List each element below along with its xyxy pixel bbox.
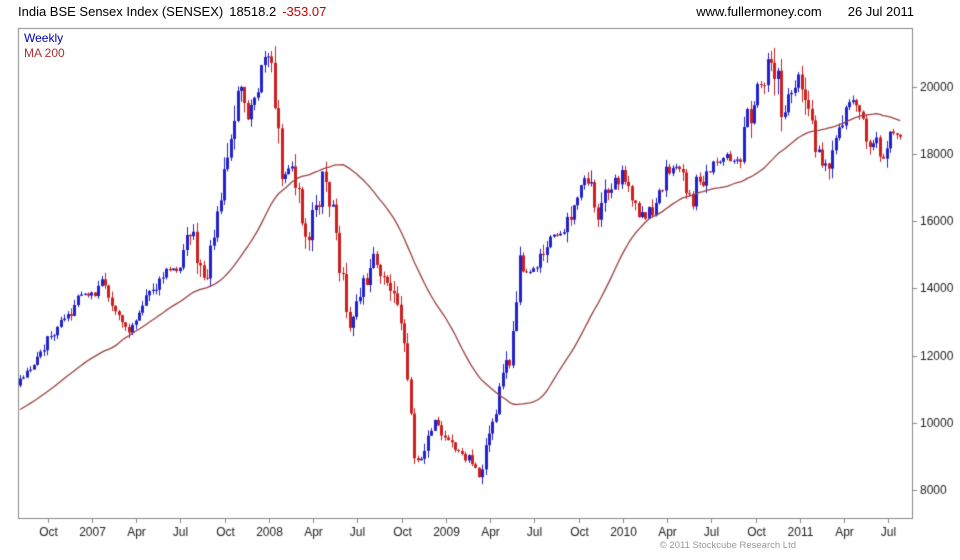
chart-header: India BSE Sensex Index (SENSEX) 18518.2 -3…: [18, 4, 326, 19]
chart-date: 26 Jul 2011: [847, 4, 914, 19]
header-right: www.fullermoney.com 26 Jul 2011: [696, 4, 914, 19]
legend-ma-label: MA 200: [24, 46, 65, 60]
chart-title: India BSE Sensex Index (SENSEX): [18, 4, 224, 19]
copyright-text: © 2011 Stockcube Research Ltd: [659, 540, 796, 551]
legend-weekly-label: Weekly: [24, 31, 64, 45]
last-price: 18518.2: [229, 4, 277, 19]
website-link[interactable]: www.fullermoney.com: [696, 4, 822, 19]
chart-legend: Weekly MA 200: [24, 31, 65, 61]
price-change: -353.07: [282, 4, 327, 19]
